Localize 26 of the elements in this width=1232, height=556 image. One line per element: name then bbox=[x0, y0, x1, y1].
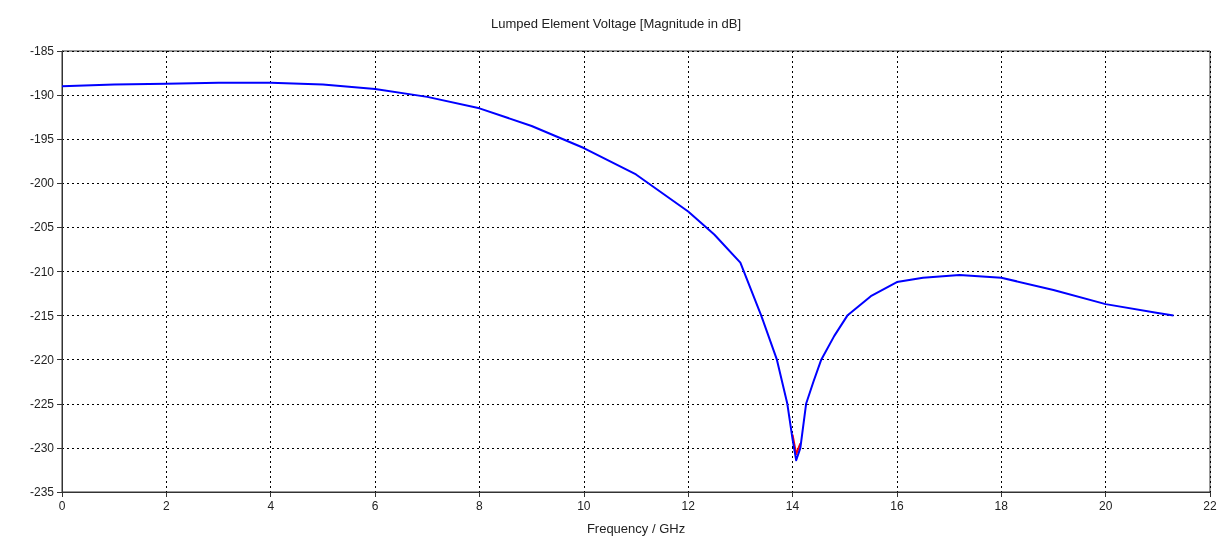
y-tick-label: -215 bbox=[29, 308, 55, 323]
x-tick-label: 22 bbox=[1203, 499, 1217, 513]
x-tick-label: 20 bbox=[1098, 499, 1113, 513]
y-tick-label: -185 bbox=[29, 44, 55, 58]
y-tick-label: -190 bbox=[29, 88, 55, 103]
y-tick-label: -195 bbox=[29, 132, 55, 147]
y-tick-label: -210 bbox=[29, 264, 55, 279]
chart-title: Lumped Element Voltage [Magnitude in dB] bbox=[490, 16, 742, 31]
x-tick-label: 6 bbox=[371, 499, 379, 513]
x-tick-label: 8 bbox=[476, 499, 484, 513]
y-tick-label: -220 bbox=[29, 352, 55, 367]
y-tick-label: -225 bbox=[29, 396, 55, 411]
y-tick-label: -200 bbox=[29, 176, 55, 191]
x-axis-title: Frequency / GHz bbox=[586, 521, 686, 536]
x-tick-label: 14 bbox=[785, 499, 800, 513]
x-tick-label: 16 bbox=[890, 499, 904, 513]
x-tick-label: 0 bbox=[58, 499, 66, 513]
x-tick-label: 2 bbox=[163, 499, 171, 513]
y-tick-label: -235 bbox=[29, 485, 55, 499]
x-tick-label: 18 bbox=[994, 499, 1009, 513]
x-tick-label: 12 bbox=[681, 499, 696, 513]
y-tick-label: -205 bbox=[29, 220, 55, 235]
y-tick-label: -230 bbox=[29, 440, 55, 455]
x-tick-label: 10 bbox=[577, 499, 591, 513]
x-tick-label: 4 bbox=[267, 499, 275, 513]
line-series bbox=[61, 81, 1175, 462]
